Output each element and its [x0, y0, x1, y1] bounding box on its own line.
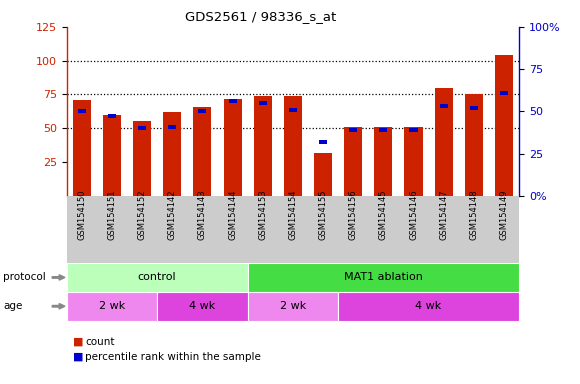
- Bar: [157, 292, 248, 321]
- Text: age: age: [3, 301, 22, 311]
- Text: percentile rank within the sample: percentile rank within the sample: [85, 352, 261, 362]
- Bar: [138, 126, 146, 130]
- Bar: [349, 128, 357, 132]
- Bar: [470, 106, 478, 110]
- Bar: [289, 108, 297, 112]
- Bar: [223, 99, 242, 196]
- Bar: [409, 128, 418, 132]
- Bar: [163, 112, 182, 196]
- Bar: [78, 109, 86, 113]
- Bar: [500, 91, 508, 95]
- Bar: [108, 114, 116, 118]
- Bar: [248, 292, 338, 321]
- Bar: [379, 128, 387, 132]
- Text: 2 wk: 2 wk: [280, 301, 306, 311]
- Text: 2 wk: 2 wk: [99, 301, 125, 311]
- Text: count: count: [85, 337, 115, 347]
- Bar: [133, 121, 151, 196]
- Bar: [72, 100, 91, 196]
- Text: 4 wk: 4 wk: [415, 301, 442, 311]
- Bar: [67, 292, 157, 321]
- Text: control: control: [138, 272, 176, 283]
- Bar: [319, 140, 327, 144]
- Bar: [248, 263, 519, 292]
- Bar: [434, 88, 453, 196]
- Bar: [259, 101, 267, 105]
- Bar: [103, 115, 121, 196]
- Text: MAT1 ablation: MAT1 ablation: [344, 272, 423, 283]
- Bar: [404, 127, 423, 196]
- Bar: [198, 109, 206, 113]
- Text: ■: ■: [72, 337, 83, 347]
- Bar: [229, 99, 237, 103]
- Bar: [465, 94, 483, 196]
- Bar: [67, 263, 248, 292]
- Bar: [338, 292, 519, 321]
- Bar: [440, 104, 448, 108]
- Bar: [168, 124, 176, 129]
- Bar: [344, 127, 362, 196]
- Text: protocol: protocol: [3, 272, 46, 283]
- Bar: [253, 96, 272, 196]
- Bar: [284, 96, 302, 196]
- Bar: [193, 107, 212, 196]
- Text: 4 wk: 4 wk: [189, 301, 216, 311]
- Bar: [374, 127, 393, 196]
- Bar: [314, 152, 332, 196]
- Text: GDS2561 / 98336_s_at: GDS2561 / 98336_s_at: [186, 10, 336, 23]
- Bar: [495, 55, 513, 196]
- Text: ■: ■: [72, 352, 83, 362]
